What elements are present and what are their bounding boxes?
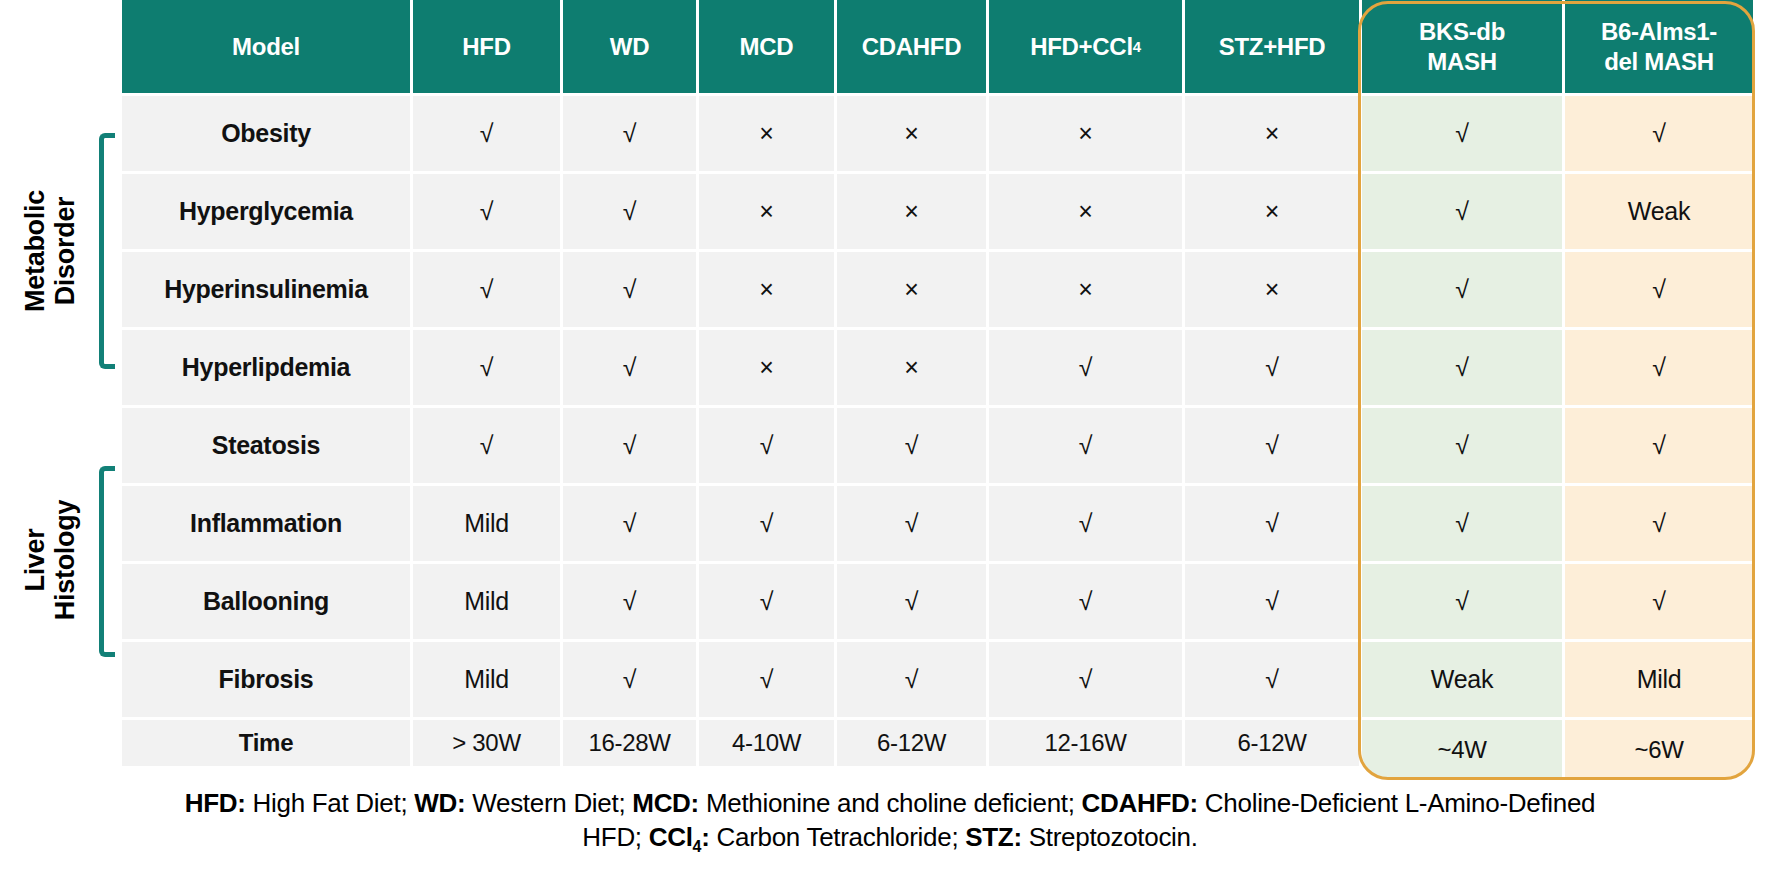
group-label-liver-histology: LiverHistology xyxy=(20,440,84,680)
row-label-ballooning: Ballooning xyxy=(122,564,410,639)
cell-fibrosis-hfd-ccl4: √ xyxy=(989,642,1182,717)
cell-hyperlipdemia-mcd: × xyxy=(699,330,834,405)
column-header-stz-hfd: STZ+HFD xyxy=(1185,0,1359,93)
cell-hyperglycemia-wd: √ xyxy=(563,174,696,249)
cell-hyperinsulinemia-hfd-ccl4: × xyxy=(989,252,1182,327)
cell-hyperlipdemia-hfd-ccl4: √ xyxy=(989,330,1182,405)
column-header-wd: WD xyxy=(563,0,696,93)
mash-models-figure: { "table": { "columns": [ {"key":"model"… xyxy=(0,0,1768,870)
cell-steatosis-cdahfd: √ xyxy=(837,408,986,483)
cell-obesity-mcd: × xyxy=(699,96,834,171)
cell-ballooning-hfd-ccl4: √ xyxy=(989,564,1182,639)
cell-obesity-stz-hfd: × xyxy=(1185,96,1359,171)
cell-hyperinsulinemia-hfd: √ xyxy=(413,252,560,327)
cell-steatosis-stz-hfd: √ xyxy=(1185,408,1359,483)
cell-fibrosis-mcd: √ xyxy=(699,642,834,717)
cell-hyperinsulinemia-wd: √ xyxy=(563,252,696,327)
cell-time-mcd: 4-10W xyxy=(699,720,834,766)
cell-ballooning-cdahfd: √ xyxy=(837,564,986,639)
cell-ballooning-bks-db-mash: √ xyxy=(1362,564,1562,639)
row-label-obesity: Obesity xyxy=(122,96,410,171)
cell-time-bks-db-mash: ~4W xyxy=(1362,720,1562,779)
cell-hyperglycemia-hfd-ccl4: × xyxy=(989,174,1182,249)
cell-hyperglycemia-cdahfd: × xyxy=(837,174,986,249)
cell-hyperglycemia-stz-hfd: × xyxy=(1185,174,1359,249)
cell-hyperglycemia-hfd: √ xyxy=(413,174,560,249)
cell-steatosis-wd: √ xyxy=(563,408,696,483)
cell-obesity-cdahfd: × xyxy=(837,96,986,171)
cell-inflammation-b6-alms1-del-mash: √ xyxy=(1565,486,1753,561)
row-label-hyperglycemia: Hyperglycemia xyxy=(122,174,410,249)
cell-hyperglycemia-b6-alms1-del-mash: Weak xyxy=(1565,174,1753,249)
cell-fibrosis-cdahfd: √ xyxy=(837,642,986,717)
cell-obesity-bks-db-mash: √ xyxy=(1362,96,1562,171)
column-header-hfd-ccl4: HFD+CCl4 xyxy=(989,0,1182,93)
row-label-steatosis: Steatosis xyxy=(122,408,410,483)
cell-hyperglycemia-mcd: × xyxy=(699,174,834,249)
cell-hyperinsulinemia-mcd: × xyxy=(699,252,834,327)
cell-time-cdahfd: 6-12W xyxy=(837,720,986,766)
liver-histology-bracket xyxy=(99,466,115,657)
row-label-hyperlipdemia: Hyperlipdemia xyxy=(122,330,410,405)
cell-ballooning-wd: √ xyxy=(563,564,696,639)
cell-inflammation-wd: √ xyxy=(563,486,696,561)
cell-inflammation-mcd: √ xyxy=(699,486,834,561)
column-header-hfd: HFD xyxy=(413,0,560,93)
column-header-b6-alms1-del-mash: B6-Alms1-del MASH xyxy=(1565,0,1753,93)
cell-steatosis-mcd: √ xyxy=(699,408,834,483)
cell-fibrosis-b6-alms1-del-mash: Mild xyxy=(1565,642,1753,717)
cell-fibrosis-hfd: Mild xyxy=(413,642,560,717)
cell-steatosis-bks-db-mash: √ xyxy=(1362,408,1562,483)
cell-obesity-b6-alms1-del-mash: √ xyxy=(1565,96,1753,171)
cell-inflammation-stz-hfd: √ xyxy=(1185,486,1359,561)
cell-time-wd: 16-28W xyxy=(563,720,696,766)
cell-hyperinsulinemia-b6-alms1-del-mash: √ xyxy=(1565,252,1753,327)
footnote-line-2: HFD; CCl4: Carbon Tetrachloride; STZ: St… xyxy=(80,820,1700,854)
cell-ballooning-stz-hfd: √ xyxy=(1185,564,1359,639)
cell-fibrosis-wd: √ xyxy=(563,642,696,717)
cell-hyperlipdemia-cdahfd: × xyxy=(837,330,986,405)
cell-inflammation-cdahfd: √ xyxy=(837,486,986,561)
cell-hyperglycemia-bks-db-mash: √ xyxy=(1362,174,1562,249)
cell-time-hfd-ccl4: 12-16W xyxy=(989,720,1182,766)
cell-hyperlipdemia-stz-hfd: √ xyxy=(1185,330,1359,405)
cell-fibrosis-bks-db-mash: Weak xyxy=(1362,642,1562,717)
column-header-bks-db-mash: BKS-dbMASH xyxy=(1362,0,1562,93)
cell-obesity-hfd-ccl4: × xyxy=(989,96,1182,171)
abbreviation-footnote: HFD: High Fat Diet; WD: Western Diet; MC… xyxy=(80,786,1700,855)
column-header-mcd: MCD xyxy=(699,0,834,93)
cell-hyperinsulinemia-bks-db-mash: √ xyxy=(1362,252,1562,327)
row-label-hyperinsulinemia: Hyperinsulinemia xyxy=(122,252,410,327)
cell-hyperinsulinemia-cdahfd: × xyxy=(837,252,986,327)
cell-hyperlipdemia-wd: √ xyxy=(563,330,696,405)
cell-steatosis-hfd: √ xyxy=(413,408,560,483)
cell-ballooning-b6-alms1-del-mash: √ xyxy=(1565,564,1753,639)
cell-hyperlipdemia-hfd: √ xyxy=(413,330,560,405)
cell-time-hfd: > 30W xyxy=(413,720,560,766)
cell-obesity-hfd: √ xyxy=(413,96,560,171)
cell-inflammation-hfd-ccl4: √ xyxy=(989,486,1182,561)
cell-ballooning-hfd: Mild xyxy=(413,564,560,639)
cell-time-b6-alms1-del-mash: ~6W xyxy=(1565,720,1753,779)
cell-inflammation-bks-db-mash: √ xyxy=(1362,486,1562,561)
metabolic-disorder-bracket xyxy=(99,133,115,369)
cell-ballooning-mcd: √ xyxy=(699,564,834,639)
cell-hyperlipdemia-bks-db-mash: √ xyxy=(1362,330,1562,405)
row-label-inflammation: Inflammation xyxy=(122,486,410,561)
cell-steatosis-b6-alms1-del-mash: √ xyxy=(1565,408,1753,483)
row-label-fibrosis: Fibrosis xyxy=(122,642,410,717)
group-label-metabolic-disorder: MetabolicDisorder xyxy=(20,131,84,371)
cell-fibrosis-stz-hfd: √ xyxy=(1185,642,1359,717)
cell-obesity-wd: √ xyxy=(563,96,696,171)
column-header-cdahfd: CDAHFD xyxy=(837,0,986,93)
cell-inflammation-hfd: Mild xyxy=(413,486,560,561)
footnote-line-1: HFD: High Fat Diet; WD: Western Diet; MC… xyxy=(80,786,1700,820)
mash-models-table: ModelHFDWDMCDCDAHFDHFD+CCl4STZ+HFDBKS-db… xyxy=(122,0,1753,766)
column-header-model: Model xyxy=(122,0,410,93)
cell-hyperinsulinemia-stz-hfd: × xyxy=(1185,252,1359,327)
cell-steatosis-hfd-ccl4: √ xyxy=(989,408,1182,483)
cell-time-stz-hfd: 6-12W xyxy=(1185,720,1359,766)
row-label-time: Time xyxy=(122,720,410,766)
cell-hyperlipdemia-b6-alms1-del-mash: √ xyxy=(1565,330,1753,405)
